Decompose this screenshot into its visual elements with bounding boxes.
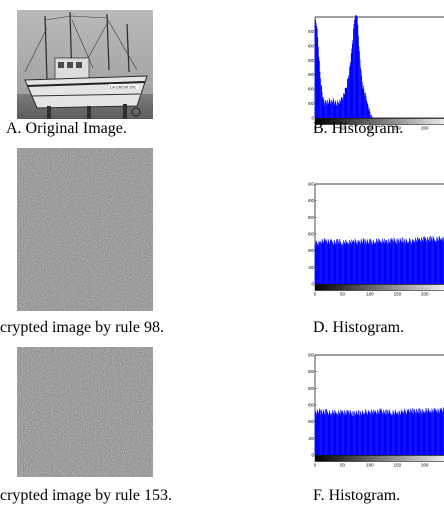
grayscale-colorbar — [314, 455, 444, 462]
y-tick-label: 300 — [308, 403, 314, 408]
original-boat-image: LA CROIX D'E — [17, 10, 153, 119]
histogram-f: 0 100 200 300 400 500 600 0 50 100 150 200 — [308, 353, 444, 468]
y-tick-label: 600 — [308, 182, 314, 187]
x-tick-label: 0 — [314, 463, 317, 468]
x-tick-label: 150 — [394, 292, 402, 297]
y-tick-label: 200 — [308, 248, 314, 253]
x-tick-label: 100 — [366, 463, 374, 468]
svg-text:LA CROIX D'E: LA CROIX D'E — [110, 85, 136, 90]
y-tick-label: 600 — [308, 353, 314, 358]
grayscale-colorbar — [314, 284, 444, 291]
x-tick-label: 150 — [394, 126, 402, 131]
y-tick-label: 1000 — [308, 43, 314, 48]
y-tick-label: 200 — [308, 419, 314, 424]
histogram-d: 0 100 200 300 400 500 600 0 50 100 150 200 — [308, 182, 444, 297]
x-tick-label: 100 — [366, 292, 374, 297]
y-tick-label: 0 — [311, 282, 314, 287]
y-tick-label: 100 — [308, 436, 314, 441]
y-tick-label: 1200 — [308, 29, 314, 34]
caption-c: crypted image by rule 98. — [0, 319, 164, 336]
encrypted-image-rule-98 — [17, 148, 153, 311]
caption-d: D. Histogram. — [313, 319, 405, 336]
y-tick-label: 400 — [308, 215, 314, 220]
grayscale-colorbar — [314, 118, 444, 125]
caption-e: crypted image by rule 153. — [0, 487, 172, 504]
x-tick-label: 200 — [421, 463, 429, 468]
x-tick-label: 100 — [366, 126, 374, 131]
y-tick-label: 200 — [308, 101, 314, 106]
encrypted-image-rule-153 — [17, 347, 153, 477]
y-tick-label: 500 — [308, 369, 314, 374]
x-tick-label: 50 — [340, 463, 346, 468]
y-tick-label: 800 — [308, 58, 314, 63]
y-tick-label: 500 — [308, 198, 314, 203]
caption-b: B. Histogram. — [313, 120, 404, 137]
caption-f: F. Histogram. — [313, 487, 401, 504]
y-tick-label: 100 — [308, 265, 314, 270]
x-tick-label: 50 — [340, 292, 346, 297]
x-tick-label: 200 — [421, 126, 429, 131]
y-tick-label: 400 — [308, 386, 314, 391]
x-tick-label: 200 — [421, 292, 429, 297]
x-tick-label: 150 — [394, 463, 402, 468]
y-tick-label: 0 — [311, 453, 314, 458]
y-tick-label: 600 — [308, 72, 314, 77]
x-tick-label: 0 — [314, 126, 317, 131]
histogram-b: 0 200 400 600 800 1000 1200 0 50 100 150 200 — [308, 15, 444, 130]
y-tick-label: 300 — [308, 232, 314, 237]
x-tick-label: 0 — [314, 292, 317, 297]
y-tick-label: 0 — [311, 116, 314, 121]
y-tick-label: 400 — [308, 87, 314, 92]
x-tick-label: 50 — [340, 126, 346, 131]
caption-a: A. Original Image. — [6, 120, 127, 137]
